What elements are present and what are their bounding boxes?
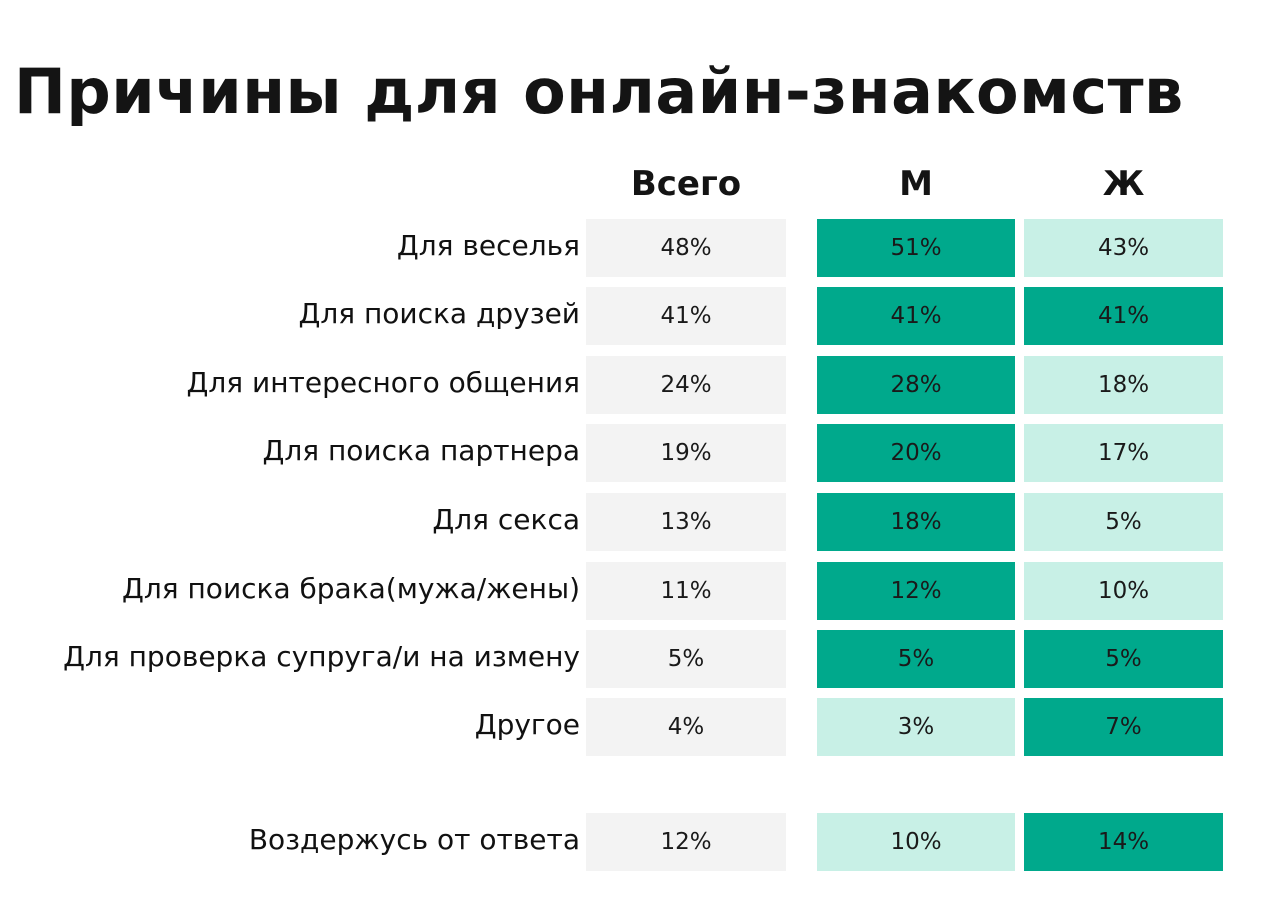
- value-cell-women: 14%: [1024, 813, 1223, 871]
- value-cell-men: 20%: [817, 424, 1015, 482]
- value-cell-women: 10%: [1024, 562, 1223, 620]
- row-label: Для поиска партнера: [262, 434, 580, 467]
- value-cell-men: 3%: [817, 698, 1015, 756]
- value-cell-men: 12%: [817, 562, 1015, 620]
- row-label: Для веселья: [396, 229, 580, 262]
- row-label: Воздержусь от ответа: [248, 823, 580, 856]
- value-cell-men: 28%: [817, 356, 1015, 414]
- value-cell-men: 41%: [817, 287, 1015, 345]
- value-cell-total: 12%: [586, 813, 786, 871]
- value-cell-total: 11%: [586, 562, 786, 620]
- value-cell-women: 5%: [1024, 493, 1223, 551]
- value-cell-women: 43%: [1024, 219, 1223, 277]
- value-cell-men: 18%: [817, 493, 1015, 551]
- value-cell-women: 17%: [1024, 424, 1223, 482]
- row-label: Для секса: [432, 503, 580, 536]
- value-cell-total: 5%: [586, 630, 786, 688]
- value-cell-total: 24%: [586, 356, 786, 414]
- column-header-total: Всего: [630, 164, 742, 204]
- value-cell-total: 48%: [586, 219, 786, 277]
- value-cell-men: 5%: [817, 630, 1015, 688]
- value-cell-total: 4%: [586, 698, 786, 756]
- row-label: Для интересного общения: [186, 366, 580, 399]
- value-cell-total: 13%: [586, 493, 786, 551]
- value-cell-men: 10%: [817, 813, 1015, 871]
- value-cell-women: 5%: [1024, 630, 1223, 688]
- value-cell-men: 51%: [817, 219, 1015, 277]
- value-cell-women: 7%: [1024, 698, 1223, 756]
- column-header-men: М: [899, 164, 933, 204]
- value-cell-total: 19%: [586, 424, 786, 482]
- value-cell-women: 18%: [1024, 356, 1223, 414]
- value-cell-total: 41%: [586, 287, 786, 345]
- row-label: Для поиска друзей: [298, 297, 580, 330]
- row-label: Для поиска брака(мужа/жены): [121, 572, 580, 605]
- row-label: Для проверка супруга/и на измену: [63, 640, 580, 673]
- row-label: Другое: [474, 708, 580, 741]
- chart-title: Причины для онлайн-знакомств: [14, 55, 1184, 128]
- value-cell-women: 41%: [1024, 287, 1223, 345]
- column-header-women: Ж: [1102, 164, 1145, 204]
